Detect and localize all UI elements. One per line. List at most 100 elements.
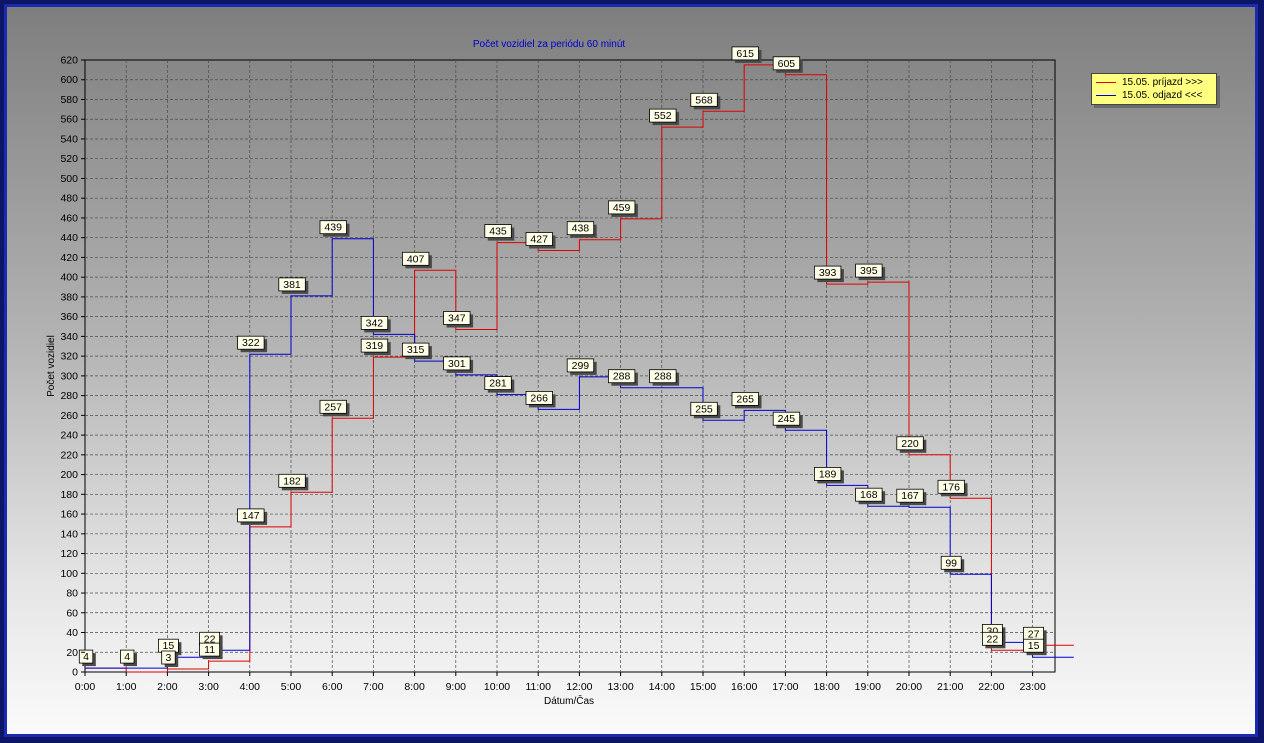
y-tick-label: 200 xyxy=(60,469,78,481)
data-label: 4 xyxy=(78,649,96,667)
data-label: 99 xyxy=(940,555,965,573)
y-tick-label: 520 xyxy=(60,153,78,165)
x-tick-label: 19:00 xyxy=(855,681,881,693)
data-labels: 4 415322113221473811824392573423194073153… xyxy=(78,46,1047,667)
data-label-text: 427 xyxy=(530,234,548,246)
data-label-box xyxy=(772,411,801,426)
data-label-text: 459 xyxy=(613,202,631,214)
data-label-box xyxy=(525,390,553,405)
x-tick-label: 20:00 xyxy=(896,681,922,693)
data-label-box xyxy=(319,399,347,414)
data-label: 266 xyxy=(525,390,556,408)
x-tick-label: 18:00 xyxy=(813,681,839,693)
y-tick-label: 180 xyxy=(60,489,78,501)
data-label-text: 438 xyxy=(572,223,590,235)
data-label-box xyxy=(608,200,636,215)
data-label-text: 189 xyxy=(819,468,837,480)
data-label-box xyxy=(237,508,265,523)
data-label-box xyxy=(278,473,306,488)
data-label-text: 147 xyxy=(242,510,260,522)
x-tick-label: 6:00 xyxy=(322,681,343,693)
data-label-box xyxy=(896,488,924,503)
data-label: 257 xyxy=(319,399,350,417)
data-label: 439 xyxy=(319,220,350,237)
legend: 15.05. príjazd >>> 15.05. odjazd <<< xyxy=(1091,73,1217,105)
data-label-text: 288 xyxy=(613,371,631,383)
data-label-text: 245 xyxy=(778,413,796,425)
data-label-text: 568 xyxy=(695,94,713,106)
data-label: 319 xyxy=(360,338,391,356)
data-label-box xyxy=(120,649,135,664)
data-label: 435 xyxy=(484,224,515,241)
y-tick-label: 500 xyxy=(60,173,78,185)
data-label: 407 xyxy=(401,251,432,269)
data-label: 459 xyxy=(608,200,638,217)
data-label-text: 605 xyxy=(778,58,796,70)
data-label-box xyxy=(855,487,883,502)
data-label-text: 255 xyxy=(695,403,713,415)
y-tick-label: 0 xyxy=(72,667,78,679)
data-label: 393 xyxy=(814,265,844,283)
y-tick-label: 20 xyxy=(66,647,78,659)
y-tick-label: 260 xyxy=(60,410,78,422)
data-label: 176 xyxy=(937,479,968,497)
data-label: 347 xyxy=(443,311,474,328)
data-label-text: 4 xyxy=(124,651,130,663)
x-tick-label: 11:00 xyxy=(525,681,551,693)
y-tick-label: 540 xyxy=(60,133,78,145)
data-label: 281 xyxy=(484,376,515,393)
data-label-box xyxy=(982,631,1003,646)
series-layer xyxy=(85,64,1074,673)
data-label-text: 319 xyxy=(366,340,384,352)
y-tick-label: 120 xyxy=(60,548,78,560)
data-label-text: 22 xyxy=(987,633,999,645)
data-label: 245 xyxy=(772,411,803,429)
data-label: 552 xyxy=(649,108,680,126)
data-label: 615 xyxy=(731,46,762,63)
data-label: 301 xyxy=(443,356,474,373)
x-tick-label: 21:00 xyxy=(937,681,963,693)
data-label: 315 xyxy=(401,342,432,360)
data-label-box xyxy=(608,369,636,384)
data-label-box xyxy=(855,263,883,278)
data-label-text: 11 xyxy=(204,644,215,656)
data-label-text: 615 xyxy=(736,48,754,60)
y-tick-label: 240 xyxy=(60,430,78,442)
data-label-text: 27 xyxy=(1028,628,1040,640)
x-tick-label: 4:00 xyxy=(240,681,261,693)
data-label-text: 265 xyxy=(736,393,754,405)
y-tick-label: 160 xyxy=(60,509,78,521)
y-tick-label: 60 xyxy=(66,607,78,619)
y-tick-label: 400 xyxy=(60,272,78,284)
data-label: 288 xyxy=(608,369,638,386)
y-tick-label: 600 xyxy=(60,74,78,86)
data-label-text: 22 xyxy=(204,633,216,645)
x-tick-label: 17:00 xyxy=(772,681,798,693)
series-line-1 xyxy=(85,238,1074,669)
plot-area xyxy=(84,59,1056,673)
chart-title: Počet vozidiel za periódu 60 minút xyxy=(473,39,626,50)
data-label-text: 167 xyxy=(901,490,919,502)
data-label: 427 xyxy=(525,232,556,249)
axis-ticks: 0 20 40 60 80 100 120 140 160 180 200 220 240 260 280 3… xyxy=(60,55,1045,694)
data-label-text: 288 xyxy=(654,371,672,383)
data-label-box xyxy=(690,92,718,107)
x-tick-label: 0:00 xyxy=(75,681,96,693)
data-label-text: 257 xyxy=(324,401,342,413)
x-axis-label: Dátum/Čas xyxy=(544,694,594,707)
x-tick-label: 16:00 xyxy=(731,681,757,693)
data-label: 381 xyxy=(278,277,309,294)
data-label: 605 xyxy=(772,56,803,73)
data-label-box xyxy=(940,555,962,570)
y-tick-label: 220 xyxy=(60,449,78,461)
data-label-box xyxy=(566,358,595,373)
data-label-box xyxy=(401,251,430,266)
data-label-box xyxy=(731,391,759,406)
y-tick-label: 480 xyxy=(60,193,78,205)
data-label-text: 435 xyxy=(489,226,507,238)
data-label: 255 xyxy=(690,401,721,419)
data-label-box xyxy=(772,56,801,71)
x-tick-label: 8:00 xyxy=(404,681,425,693)
data-label: 322 xyxy=(237,335,268,353)
